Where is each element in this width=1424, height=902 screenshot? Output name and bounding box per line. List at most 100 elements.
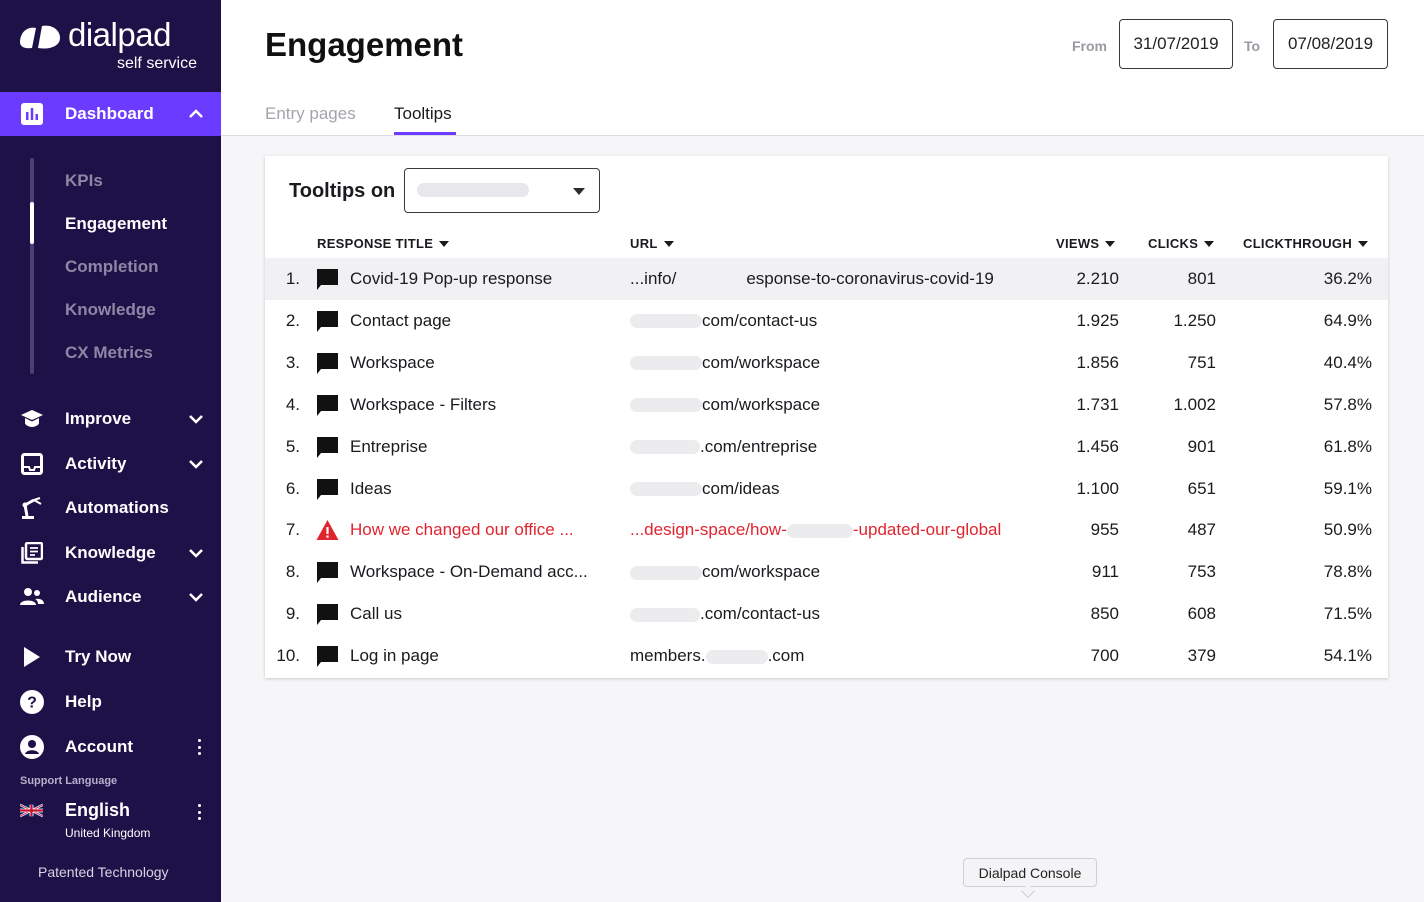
subnav-item-engagement[interactable]: Engagement <box>65 214 168 233</box>
dialpad-logo[interactable]: dialpad self service <box>18 16 203 76</box>
account-circle-icon <box>20 735 44 759</box>
redacted-segment <box>630 482 702 497</box>
row-url[interactable]: com/contact-us <box>630 311 817 331</box>
url-suffix: .com/entreprise <box>700 436 818 456</box>
url-suffix: com/workspace <box>702 562 821 582</box>
sidebar-item-knowledge[interactable]: Knowledge <box>0 535 221 571</box>
subnav-item-kpis[interactable]: KPIs <box>65 171 103 190</box>
row-rank: 7. <box>285 520 300 540</box>
message-icon <box>317 310 338 332</box>
table-row[interactable]: 2. Contact page com/contact-us 1.925 1.250 64… <box>265 300 1388 342</box>
response-title[interactable]: How we changed our office ... <box>350 520 574 540</box>
patented-footer: Patented Technology <box>38 864 169 880</box>
row-ctr: 61.8% <box>1323 436 1372 456</box>
tab-tooltips[interactable]: Tooltips <box>394 104 452 123</box>
table-row[interactable]: 1. Covid-19 Pop-up response ...info/espons… <box>265 258 1388 300</box>
row-url[interactable]: com/ideas <box>630 479 779 499</box>
row-url[interactable]: .com/entreprise <box>630 437 817 457</box>
sidebar-item-help[interactable]: ? Help <box>0 684 221 720</box>
language-kebab-icon[interactable] <box>197 804 201 820</box>
redacted-segment <box>630 440 700 455</box>
warning-icon <box>316 520 339 541</box>
kebab-menu-icon[interactable] <box>197 739 201 755</box>
response-title[interactable]: Covid-19 Pop-up response <box>350 269 553 288</box>
table-row[interactable]: 10. Log in page members. .com 700 379 54.1% <box>265 635 1388 677</box>
language-name[interactable]: English <box>65 800 131 820</box>
sidebar-item-dashboard[interactable]: Dashboard <box>0 92 221 136</box>
table-row[interactable]: 7. How we changed our office ... ...design… <box>265 509 1388 551</box>
response-title[interactable]: Ideas <box>350 478 392 498</box>
row-ctr: 71.5% <box>1323 604 1372 624</box>
bar-chart-icon <box>20 102 44 126</box>
response-title[interactable]: Entreprise <box>350 436 428 456</box>
message-icon <box>317 604 338 626</box>
response-title[interactable]: Contact page <box>350 310 452 330</box>
sidebar-item-label: Knowledge <box>65 543 156 562</box>
table-row[interactable]: 5. Entreprise .com/entreprise 1.456 901 61.8% <box>265 426 1388 468</box>
row-views: 1.456 <box>1076 436 1119 456</box>
row-url[interactable]: .com/contact-us <box>630 604 820 624</box>
response-title[interactable]: Call us <box>350 604 402 624</box>
sort-caret-icon <box>1204 240 1215 247</box>
chevron-down-icon[interactable] <box>187 588 205 606</box>
robot-arm-icon <box>20 496 44 520</box>
row-url[interactable]: com/workspace <box>630 562 820 582</box>
row-url[interactable]: ...design-space/how- -updated-our-global <box>630 520 1001 540</box>
table-row[interactable]: 8. Workspace - On-Demand acc... com/worksp… <box>265 551 1388 593</box>
sort-caret-icon <box>439 240 450 247</box>
row-ctr: 59.1% <box>1323 478 1372 498</box>
column-header-clicks[interactable]: CLICKS <box>1148 236 1215 251</box>
main-content: Engagement From 31/07/2019 To 07/08/2019… <box>221 0 1424 902</box>
to-label: To <box>1244 38 1261 54</box>
tab-entry-pages[interactable]: Entry pages <box>265 104 356 123</box>
sidebar-item-label: Improve <box>65 409 132 428</box>
sidebar-item-improve[interactable]: Improve <box>0 401 221 437</box>
sidebar-item-activity[interactable]: Activity <box>0 446 221 482</box>
table-row[interactable]: 6. Ideas com/ideas 1.100 651 59.1% <box>265 468 1388 510</box>
redacted-segment <box>630 398 702 413</box>
sidebar-item-label: Try Now <box>65 647 132 666</box>
row-url[interactable]: com/workspace <box>630 353 820 373</box>
sidebar-item-account[interactable]: Account <box>0 729 221 765</box>
subnav-item-completion[interactable]: Completion <box>65 257 159 276</box>
row-views: 2.210 <box>1076 269 1119 288</box>
chevron-down-icon[interactable] <box>187 455 205 473</box>
row-views: 955 <box>1090 520 1119 540</box>
table-row[interactable]: 3. Workspace com/workspace 1.856 751 40.4% <box>265 342 1388 384</box>
chevron-down-icon[interactable] <box>187 544 205 562</box>
subnav-item-cx-metrics[interactable]: CX Metrics <box>65 343 153 362</box>
tabs-divider <box>221 135 1424 136</box>
column-header-views[interactable]: VIEWS <box>1056 236 1116 251</box>
site-select[interactable] <box>404 168 600 213</box>
row-url[interactable]: members. .com <box>630 646 804 666</box>
url-suffix: esponse-to-coronavirus-covid-19 <box>746 269 994 288</box>
column-header-clickthrough[interactable]: CLICKTHROUGH <box>1243 236 1369 251</box>
row-views: 911 <box>1091 562 1119 582</box>
table-row[interactable]: 4. Workspace - Filters com/workspace 1.731 1… <box>265 384 1388 426</box>
column-header-response-title[interactable]: RESPONSE TITLE <box>317 236 450 251</box>
library-icon <box>20 541 44 565</box>
url-suffix: com/workspace <box>702 394 821 414</box>
sidebar-item-label: Activity <box>65 454 127 473</box>
response-title[interactable]: Workspace <box>350 352 435 372</box>
row-clicks: 487 <box>1187 520 1216 540</box>
chevron-up-icon[interactable] <box>187 105 205 123</box>
from-date-input[interactable]: 31/07/2019 <box>1119 19 1233 69</box>
subnav-item-knowledge[interactable]: Knowledge <box>65 300 156 319</box>
response-title[interactable]: Workspace - On-Demand acc... <box>350 562 588 582</box>
to-date-input[interactable]: 07/08/2019 <box>1273 19 1388 69</box>
message-icon <box>317 646 338 668</box>
url-prefix: ...design-space/how- <box>630 520 787 540</box>
response-title[interactable]: Workspace - Filters <box>350 394 497 414</box>
response-title[interactable]: Log in page <box>350 646 439 666</box>
row-url[interactable]: com/workspace <box>630 395 820 415</box>
column-header-url[interactable]: URL <box>630 236 674 251</box>
inbox-icon <box>20 452 44 476</box>
row-clicks: 1.002 <box>1173 394 1216 414</box>
sidebar-item-try-now[interactable]: Try Now <box>0 639 221 675</box>
sidebar-item-audience[interactable]: Audience <box>0 579 221 615</box>
table-row[interactable]: 9. Call us .com/contact-us 850 608 71.5% <box>265 593 1388 635</box>
sidebar-item-automations[interactable]: Automations <box>0 490 221 526</box>
row-url[interactable]: ...info/esponse-to-coronavirus-covid-19 <box>630 269 994 289</box>
chevron-down-icon[interactable] <box>187 410 205 428</box>
